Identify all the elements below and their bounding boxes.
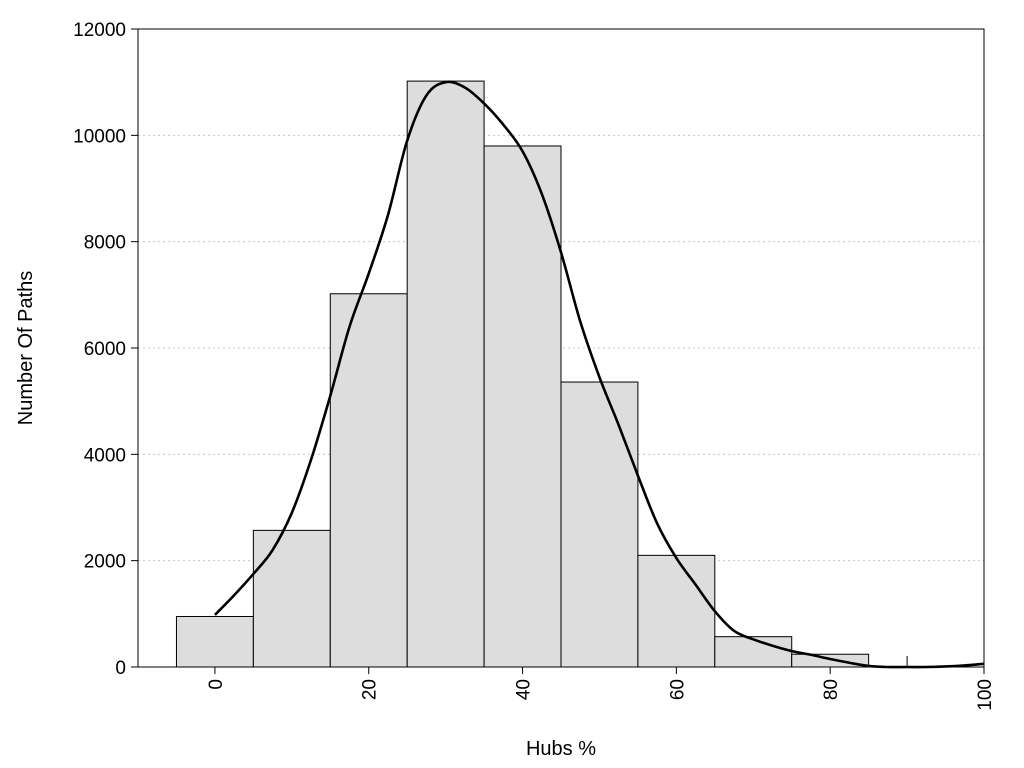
x-tick-label-60: 60 <box>667 679 688 700</box>
bar-20 <box>329 293 408 668</box>
x-tick-label-40: 40 <box>514 679 535 700</box>
y-tick-label-0: 0 <box>115 658 126 679</box>
x-tick-label-0: 0 <box>206 679 227 690</box>
x-axis-ticks: 0 20 40 60 80 100 <box>206 667 996 711</box>
bar-60 <box>637 554 716 668</box>
bar-50 <box>560 381 639 668</box>
density-curve-layer <box>213 80 985 669</box>
x-axis-title: Hubs % <box>526 738 596 760</box>
y-tick-label-4000: 4000 <box>84 445 126 466</box>
histogram-bars <box>175 80 908 668</box>
y-axis-ticks: 0 2000 4000 6000 8000 10000 12000 <box>73 20 138 679</box>
bar-0 <box>175 615 254 668</box>
y-tick-label-6000: 6000 <box>84 339 126 360</box>
x-tick-label-100: 100 <box>975 679 996 711</box>
density-curve <box>213 80 985 669</box>
y-tick-label-10000: 10000 <box>73 126 126 147</box>
y-tick-label-8000: 8000 <box>84 233 126 254</box>
y-axis-title: Number Of Paths <box>15 271 37 426</box>
y-tick-label-12000: 12000 <box>73 20 126 41</box>
bar-10 <box>252 529 331 668</box>
x-tick-label-80: 80 <box>821 679 842 700</box>
bar-30 <box>406 80 485 668</box>
bar-40 <box>483 145 562 668</box>
y-tick-label-2000: 2000 <box>84 552 126 573</box>
bar-70 <box>714 636 793 668</box>
x-tick-label-20: 20 <box>360 679 381 700</box>
